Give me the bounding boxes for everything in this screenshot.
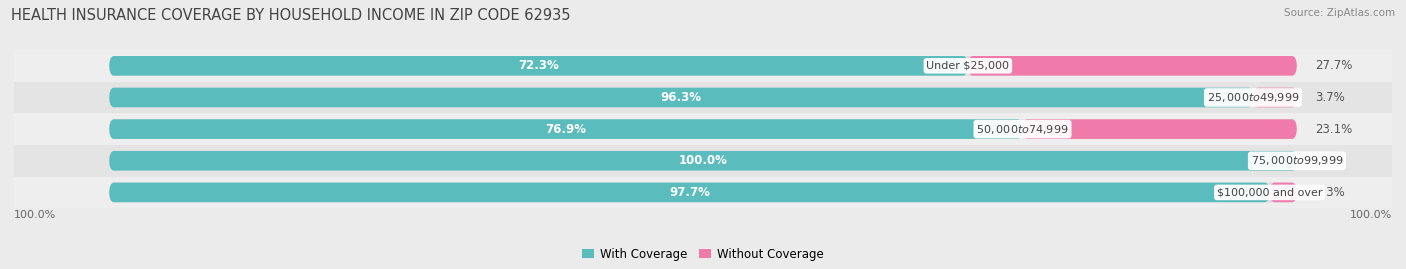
FancyBboxPatch shape: [110, 151, 1296, 171]
FancyBboxPatch shape: [1270, 183, 1296, 202]
Text: 0.0%: 0.0%: [1315, 154, 1344, 167]
Text: $50,000 to $74,999: $50,000 to $74,999: [976, 123, 1069, 136]
Text: Source: ZipAtlas.com: Source: ZipAtlas.com: [1284, 8, 1395, 18]
Legend: With Coverage, Without Coverage: With Coverage, Without Coverage: [578, 243, 828, 265]
Text: HEALTH INSURANCE COVERAGE BY HOUSEHOLD INCOME IN ZIP CODE 62935: HEALTH INSURANCE COVERAGE BY HOUSEHOLD I…: [11, 8, 571, 23]
FancyBboxPatch shape: [110, 88, 1253, 107]
FancyBboxPatch shape: [110, 183, 1296, 202]
FancyBboxPatch shape: [110, 56, 967, 76]
Text: 100.0%: 100.0%: [14, 210, 56, 220]
Text: 96.3%: 96.3%: [661, 91, 702, 104]
Text: 76.9%: 76.9%: [546, 123, 586, 136]
FancyBboxPatch shape: [110, 151, 1296, 171]
FancyBboxPatch shape: [1253, 88, 1296, 107]
Text: 27.7%: 27.7%: [1315, 59, 1353, 72]
Text: $25,000 to $49,999: $25,000 to $49,999: [1206, 91, 1299, 104]
Text: 100.0%: 100.0%: [679, 154, 727, 167]
Text: 72.3%: 72.3%: [517, 59, 558, 72]
FancyBboxPatch shape: [14, 176, 1392, 208]
FancyBboxPatch shape: [110, 88, 1296, 107]
FancyBboxPatch shape: [14, 50, 1392, 82]
Text: $75,000 to $99,999: $75,000 to $99,999: [1251, 154, 1343, 167]
FancyBboxPatch shape: [110, 56, 1296, 76]
FancyBboxPatch shape: [14, 82, 1392, 113]
FancyBboxPatch shape: [1022, 119, 1296, 139]
FancyBboxPatch shape: [14, 145, 1392, 176]
FancyBboxPatch shape: [967, 56, 1296, 76]
Text: 100.0%: 100.0%: [1350, 210, 1392, 220]
Text: $100,000 and over: $100,000 and over: [1216, 187, 1323, 197]
FancyBboxPatch shape: [110, 119, 1022, 139]
Text: 97.7%: 97.7%: [669, 186, 710, 199]
Text: 2.3%: 2.3%: [1315, 186, 1344, 199]
FancyBboxPatch shape: [14, 113, 1392, 145]
Text: 3.7%: 3.7%: [1315, 91, 1344, 104]
FancyBboxPatch shape: [110, 119, 1296, 139]
Text: Under $25,000: Under $25,000: [927, 61, 1010, 71]
Text: 23.1%: 23.1%: [1315, 123, 1353, 136]
FancyBboxPatch shape: [110, 183, 1270, 202]
